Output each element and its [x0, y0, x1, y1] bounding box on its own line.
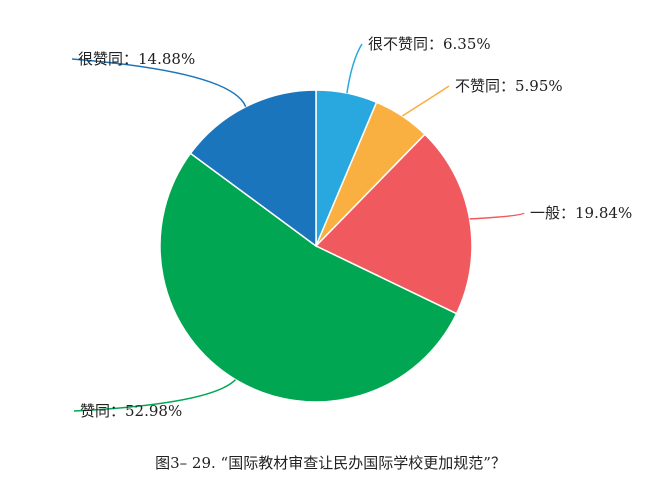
pie-slice-3	[314, 133, 473, 315]
leader-line-4	[73, 379, 237, 412]
pie-slice-5	[189, 89, 317, 248]
slice-label-4: 赞同：52.98%	[80, 402, 182, 420]
leader-line-5	[71, 58, 247, 108]
pie-chart: 很不赞同：6.35% 不赞同：5.95% 一般：19.84% 赞同：52.98% 很赞同…	[71, 35, 632, 420]
slice-label-5: 很赞同：14.88%	[78, 50, 195, 68]
chart-caption: 图3– 29. “国际教材审查让民办国际学校更加规范”？	[155, 454, 506, 472]
leader-line-3	[469, 212, 525, 220]
leader-line-1	[346, 43, 363, 94]
slice-label-1: 很不赞同：6.35%	[368, 35, 491, 53]
slice-label-3: 一般：19.84%	[530, 204, 632, 222]
leader-line-2	[401, 85, 450, 117]
slice-label-2: 不赞同：5.95%	[455, 77, 563, 95]
